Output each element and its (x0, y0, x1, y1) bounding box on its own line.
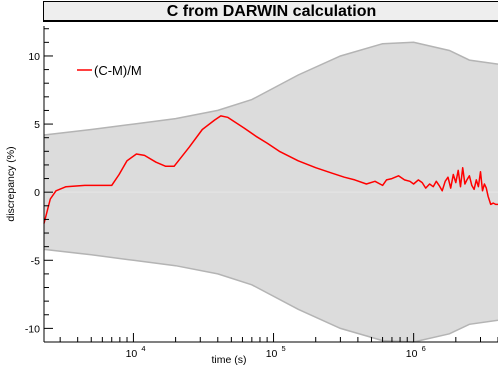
y-tick-label: -5 (31, 255, 40, 267)
y-tick-label: 0 (34, 187, 40, 199)
series-group (43, 115, 498, 224)
legend: (C-M)/M (77, 63, 142, 78)
x-tick-exponent: 4 (141, 344, 145, 353)
legend-label: (C-M)/M (94, 63, 142, 78)
y-tick-label: 10 (28, 51, 40, 63)
x-tick-label: 10 (126, 348, 138, 360)
uncertainty-band-upper (43, 41, 498, 136)
series-line-0 (43, 115, 498, 224)
x-tick-exponent: 6 (422, 344, 426, 353)
y-tick-label: -10 (25, 323, 40, 335)
chart-title: C from DARWIN calculation (166, 3, 377, 20)
y-axis-label: discrepancy (%) (5, 146, 17, 221)
x-tick-exponent: 5 (282, 344, 286, 353)
x-axis-label: time (s) (212, 354, 247, 366)
uncertainty-band-group (43, 41, 498, 343)
chart-title-box: C from DARWIN calculation (43, 1, 498, 22)
x-tick-label: 10 (266, 348, 278, 360)
uncertainty-band-lower (43, 248, 498, 343)
x-tick-label: 10 (406, 348, 418, 360)
y-tick-label: 5 (34, 119, 40, 131)
